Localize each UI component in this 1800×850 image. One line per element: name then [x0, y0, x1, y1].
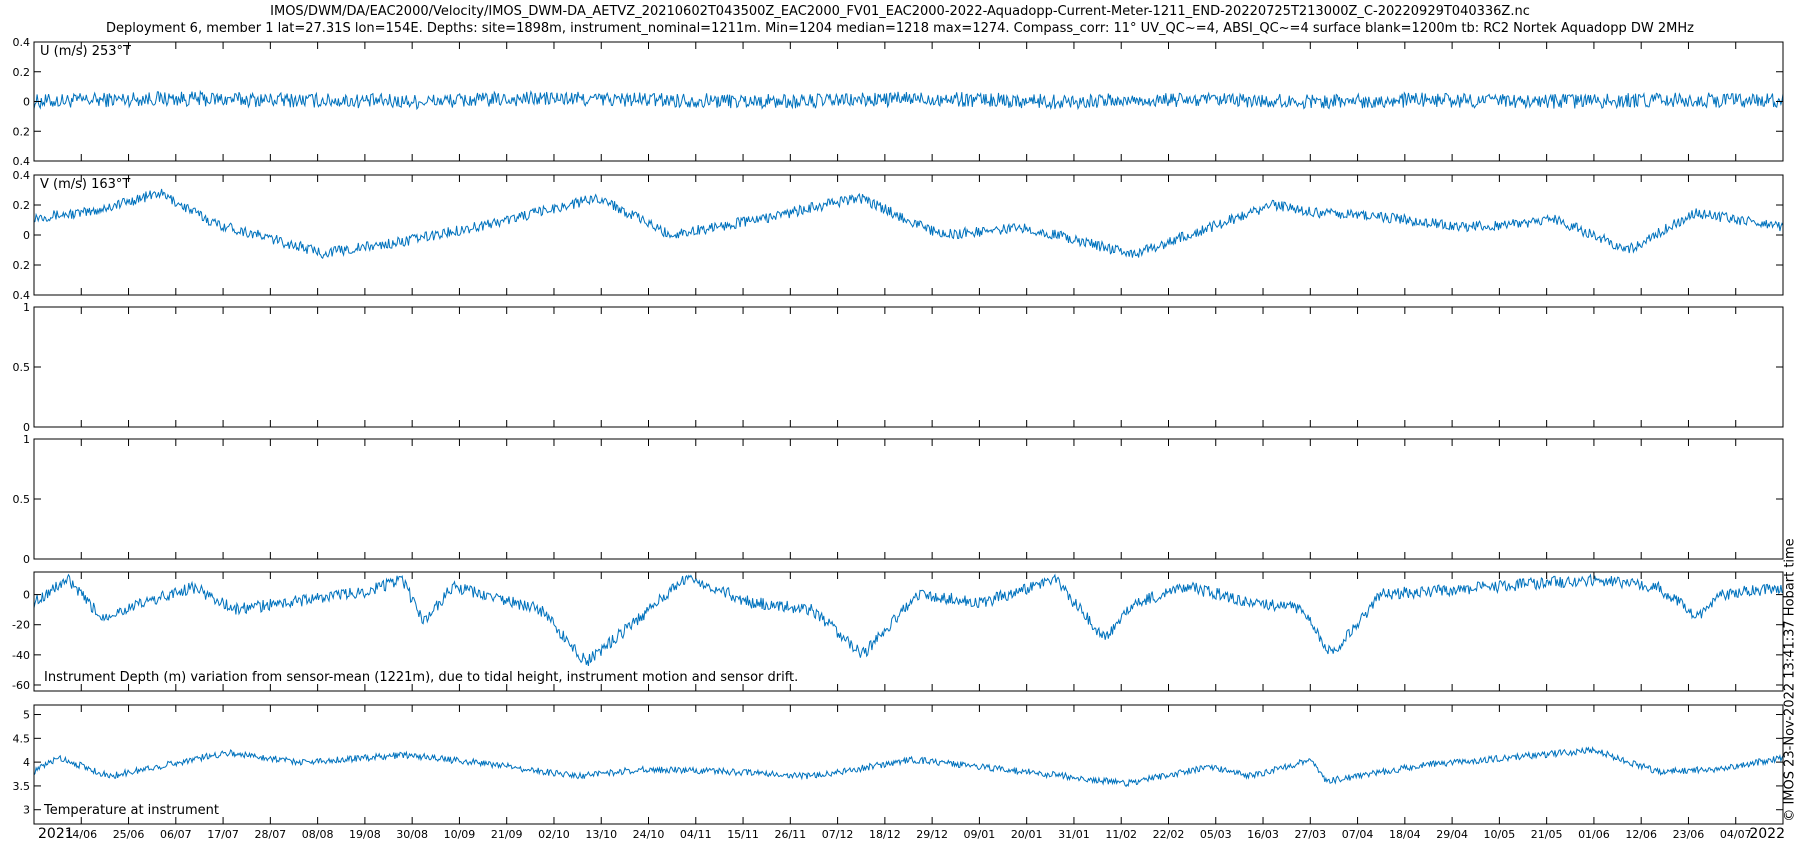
y-tick-label: 0: [23, 421, 30, 434]
x-tick-label: 05/03: [1200, 828, 1232, 841]
x-tick-label: 09/01: [964, 828, 996, 841]
timestamp-text: © IMOS 23-Nov-2022 13:41:37 Hobart time: [1782, 538, 1798, 822]
x-tick-label: 07/04: [1342, 828, 1374, 841]
x-tick-label: 20/01: [1011, 828, 1043, 841]
panel-4: 00.51: [13, 433, 1784, 566]
y-tick-label: 0.2: [13, 66, 31, 79]
axes-box: [33, 306, 1784, 428]
panel-3: 00.51: [13, 301, 1784, 434]
x-tick-label: 17/07: [207, 828, 239, 841]
panel-6: 3 3.5 4 4.5 5 Temperature at instrument: [13, 704, 1784, 825]
x-tick-label: 19/08: [349, 828, 381, 841]
y-tick-label: 0.4: [13, 36, 31, 49]
x-tick-label: 24/10: [633, 828, 665, 841]
panel-5: -60 -40 -20 0 Instrument Depth (m) variation…: [12, 571, 1784, 692]
timestamp-stamp: © IMOS 23-Nov-2022 13:41:37 Hobart time: [1782, 535, 1798, 825]
panel-2: 0.4 0.2 0 0.2 0.4 V (m/s) 163°T: [13, 169, 1784, 302]
x-tick-label: 18/04: [1389, 828, 1421, 841]
x-tick-label: 14/06: [65, 828, 97, 841]
x-tick-label: 22/02: [1153, 828, 1185, 841]
x-tick-label: 27/03: [1294, 828, 1326, 841]
series-line: [33, 573, 1784, 666]
chart-subtitle-deployment: Deployment 6, member 1 lat=27.31S lon=15…: [106, 21, 1694, 36]
y-tick-label: 0: [23, 589, 30, 602]
y-tick-label: 0: [23, 229, 30, 242]
x-year-label-start: 2021: [38, 826, 74, 842]
x-tick-label: 12/06: [1625, 828, 1657, 841]
series-line: [33, 188, 1784, 260]
panel-label: V (m/s) 163°T: [40, 177, 130, 192]
x-tick-label: 23/06: [1673, 828, 1705, 841]
x-tick-label: 21/09: [491, 828, 523, 841]
x-tick-label: 21/05: [1531, 828, 1563, 841]
x-tick-label: 30/08: [396, 828, 428, 841]
axes-box: [33, 174, 1784, 296]
y-tick-label: 3: [23, 804, 30, 817]
x-tick-label: 15/11: [727, 828, 759, 841]
y-tick-label: 0.5: [13, 493, 31, 506]
y-tick-label: -60: [12, 679, 30, 692]
y-tick-label: 0.5: [13, 361, 31, 374]
x-tick-label: 04/11: [680, 828, 712, 841]
series-line: [33, 745, 1784, 788]
y-tick-label: 1: [23, 433, 30, 446]
x-tick-label: 10/09: [444, 828, 476, 841]
y-tick-label: 5: [23, 709, 30, 722]
chart-title-filename: IMOS/DWM/DA/EAC2000/Velocity/IMOS_DWM-DA…: [270, 4, 1530, 19]
y-tick-label: 0.2: [13, 199, 31, 212]
x-tick-label: 10/05: [1484, 828, 1516, 841]
axes-box: [33, 704, 1784, 825]
x-tick-label: 18/12: [869, 828, 901, 841]
x-tick-label: 26/11: [774, 828, 806, 841]
x-tick-label: 04/07: [1720, 828, 1752, 841]
x-tick-label: 08/08: [302, 828, 334, 841]
axes-box: [33, 438, 1784, 560]
y-tick-label: 0: [23, 553, 30, 566]
axes-box: [33, 571, 1784, 692]
x-tick-label: 07/12: [822, 828, 854, 841]
x-tick-label: 29/04: [1436, 828, 1468, 841]
y-tick-label: 0: [23, 96, 30, 109]
x-axis-labels: 14/06 25/06 06/07 17/07 28/07 08/08 19/08 30/08…: [38, 826, 1785, 842]
y-tick-label: 0.2: [13, 259, 31, 272]
y-tick-label: 0.2: [13, 125, 31, 138]
x-year-label-end: 2022: [1749, 826, 1785, 842]
y-tick-label: 4.5: [13, 732, 31, 745]
x-tick-label: 28/07: [254, 828, 286, 841]
x-tick-label: 13/10: [585, 828, 617, 841]
y-tick-label: 0.4: [13, 155, 31, 168]
x-tick-label: 25/06: [113, 828, 145, 841]
y-tick-label: 3.5: [13, 780, 31, 793]
x-tick-label: 31/01: [1058, 828, 1090, 841]
y-tick-label: 0.4: [13, 169, 31, 182]
x-tick-label: 11/02: [1105, 828, 1137, 841]
panel-1: 0.4 0.2 0 0.2 0.4 U (m/s) 253°T: [13, 36, 1784, 168]
x-tick-label: 29/12: [916, 828, 948, 841]
y-tick-label: 4: [23, 756, 30, 769]
y-tick-label: -40: [12, 649, 30, 662]
panel-label: Temperature at instrument: [43, 803, 219, 818]
y-tick-label: 0.4: [13, 289, 31, 302]
x-tick-label: 02/10: [538, 828, 570, 841]
x-tick-label: 16/03: [1247, 828, 1279, 841]
x-tick-label: 01/06: [1578, 828, 1610, 841]
series-line: [33, 89, 1784, 111]
x-tick-label: 06/07: [160, 828, 192, 841]
panel-label: U (m/s) 253°T: [40, 44, 131, 59]
panel-label: Instrument Depth (m) variation from sens…: [44, 670, 798, 685]
y-tick-label: 1: [23, 301, 30, 314]
y-tick-label: -20: [12, 619, 30, 632]
